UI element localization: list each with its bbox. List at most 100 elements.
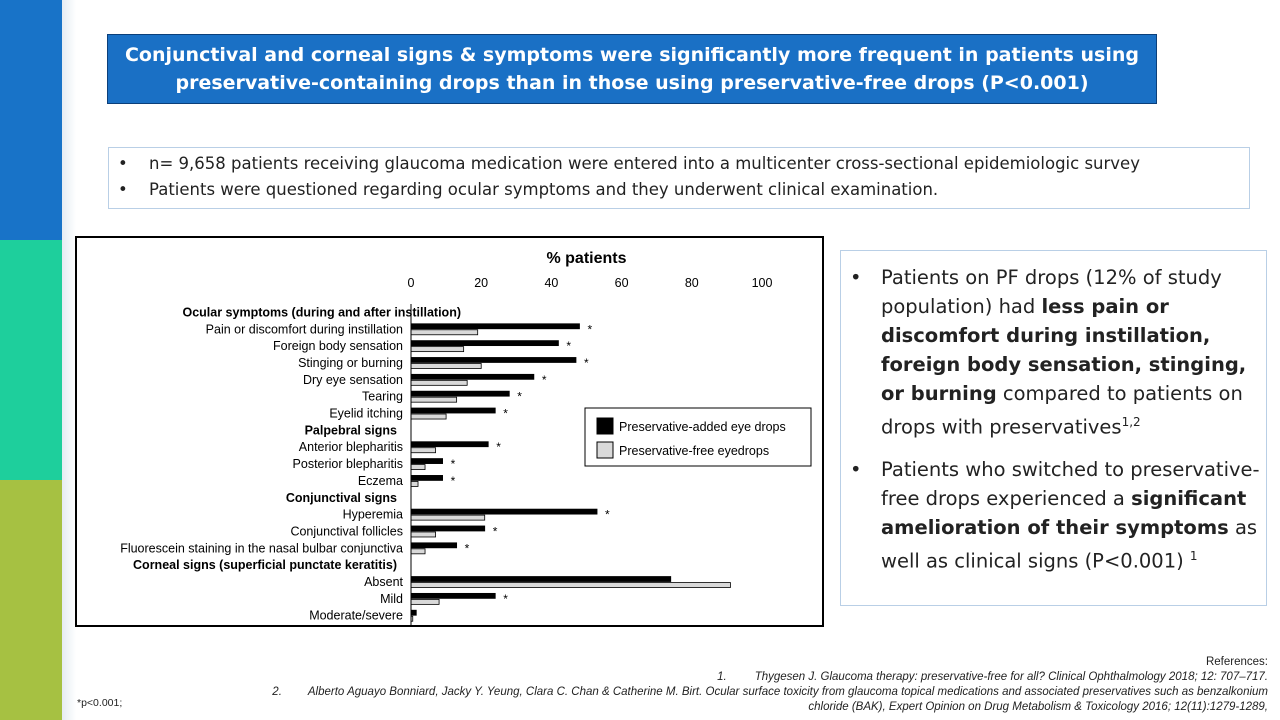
bar-preservative-free	[410, 598, 440, 605]
reference-1: 1. Thygesen J. Glaucoma therapy: preserva…	[118, 670, 1268, 685]
bar-preservative-added	[410, 576, 672, 582]
category-label: Eyelid itching	[329, 407, 403, 421]
x-tick-label: 100	[752, 276, 773, 290]
bar-preservative-free	[410, 464, 426, 470]
significance-footnote: *p<0.001;	[77, 697, 123, 709]
reference-1-text: Thygesen J. Glaucoma therapy: preservati…	[754, 671, 1268, 683]
bar-preservative-added	[410, 340, 559, 347]
category-label: Anterior blepharitis	[299, 440, 403, 454]
bar-chart: % patients 0 20 40 60 80 100 Ocular symptoms (d…	[75, 236, 824, 627]
bar-preservative-added	[410, 323, 580, 330]
x-tick-label: 20	[474, 276, 488, 290]
legend-swatch	[596, 441, 614, 459]
category-label: Tearing	[362, 390, 403, 404]
category-label: Pain or discomfort during instillation	[206, 322, 403, 336]
findings-box: Patients on PF drops (12% of study popul…	[840, 250, 1267, 606]
bar-preservative-free	[410, 582, 731, 588]
bar-preservative-free	[410, 514, 486, 521]
significance-marker: *	[587, 322, 592, 336]
bar-preservative-free	[410, 379, 468, 386]
bar-preservative-free	[410, 329, 479, 336]
category-label: Moderate/severe	[309, 609, 403, 623]
group-label: Corneal signs (superficial punctate kera…	[133, 558, 397, 572]
bar-preservative-added	[410, 592, 496, 599]
category-label: Mild	[380, 592, 403, 606]
group-label: Ocular symptoms (during and after instil…	[182, 305, 461, 319]
bar-preservative-free	[410, 447, 436, 454]
category-label: Hyperemia	[343, 508, 403, 522]
chart-title: % patients	[546, 250, 626, 267]
legend-swatch	[596, 417, 614, 435]
intro-bullet-1: n= 9,658 patients receiving glaucoma med…	[118, 154, 1140, 173]
legend-label: Preservative-free eyedrops	[619, 444, 769, 458]
category-label: Absent	[364, 575, 403, 589]
intro-bullet-2: Patients were questioned regarding ocula…	[118, 180, 938, 199]
intro-box: n= 9,658 patients receiving glaucoma med…	[108, 147, 1250, 209]
side-strip-green	[0, 480, 62, 720]
bar-preservative-free	[410, 346, 465, 353]
reference-2-number: 2.	[272, 686, 282, 698]
reference-1-number: 1.	[717, 671, 727, 683]
x-tick-label: 40	[544, 276, 558, 290]
significance-marker: *	[566, 339, 571, 353]
category-label: Dry eye sensation	[303, 373, 403, 387]
bar-preservative-added	[410, 373, 535, 380]
x-tick-label: 0	[408, 276, 415, 290]
reference-2-continued: chloride (BAK), Expert Opinion on Drug M…	[808, 701, 1268, 713]
side-strip-teal	[0, 240, 62, 480]
bar-preservative-free	[410, 363, 482, 369]
significance-marker: *	[465, 541, 470, 555]
bar-preservative-free	[410, 396, 458, 403]
bar-preservative-added	[410, 508, 598, 515]
bar-preservative-added	[410, 609, 417, 616]
finding-2-text: Patients who switched to preservative-fr…	[881, 458, 1260, 510]
legend-box	[584, 407, 812, 467]
references-title: References:	[1205, 656, 1268, 668]
bar-preservative-added	[410, 475, 443, 481]
bar-preservative-free	[410, 413, 447, 420]
bar-preservative-added	[410, 542, 458, 549]
finding-1-citation: 1,2	[1121, 415, 1141, 429]
significance-marker: *	[503, 407, 508, 421]
legend-label: Preservative-added eye drops	[619, 420, 786, 434]
references: References: 1. Thygesen J. Glaucoma thera…	[118, 655, 1268, 715]
reference-2: 2. Alberto Aguayo Bonniard, Jacky Y. Yeun…	[118, 685, 1268, 700]
x-tick-label: 60	[615, 276, 629, 290]
category-label: Posterior blepharitis	[293, 457, 403, 471]
finding-2-tail: as well as clinical signs (P<0.001)	[881, 516, 1258, 573]
title-line-2: preservative-containing drops than in th…	[175, 72, 1089, 94]
finding-2-citation: 1	[1189, 549, 1198, 563]
finding-1-text: Patients on PF drops (12% of study popul…	[881, 266, 1222, 318]
side-strip-shadow	[62, 0, 76, 720]
finding-bullet-2: Patients who switched to preservative-fr…	[850, 455, 1261, 576]
significance-marker: *	[584, 356, 589, 370]
title-banner: Conjunctival and corneal signs & symptom…	[107, 34, 1157, 104]
finding-1-tail: compared to patients on drops with prese…	[881, 382, 1243, 439]
bar-preservative-added	[410, 525, 486, 532]
title-line-1: Conjunctival and corneal signs & symptom…	[124, 44, 1139, 66]
group-label: Conjunctival signs	[286, 491, 397, 505]
group-label: Palpebral signs	[305, 423, 397, 437]
significance-marker: *	[496, 440, 501, 454]
finding-2-bold: significant amelioration of their sympto…	[881, 487, 1247, 539]
category-label: Stinging or burning	[298, 356, 403, 370]
bar-preservative-added	[410, 458, 443, 464]
bar-preservative-free	[410, 548, 426, 555]
bar-preservative-added	[410, 407, 496, 414]
bar-preservative-added	[410, 441, 489, 448]
category-label: Fluorescein staining in the nasal bulbar…	[120, 541, 403, 555]
x-tick-label: 80	[685, 276, 699, 290]
significance-marker: *	[542, 373, 547, 387]
reference-2-text: Alberto Aguayo Bonniard, Jacky Y. Yeung,…	[307, 686, 1268, 698]
bar-preservative-added	[410, 357, 577, 363]
significance-marker: *	[503, 592, 508, 606]
side-strip-blue	[0, 0, 62, 240]
significance-marker: *	[605, 508, 610, 522]
category-label: Eczema	[358, 474, 403, 488]
finding-bullet-1: Patients on PF drops (12% of study popul…	[850, 263, 1261, 442]
significance-marker: *	[493, 524, 498, 538]
category-label: Conjunctival follicles	[290, 524, 403, 538]
bar-preservative-free	[410, 481, 419, 487]
significance-marker: *	[451, 474, 456, 488]
bar-preservative-added	[410, 390, 510, 397]
